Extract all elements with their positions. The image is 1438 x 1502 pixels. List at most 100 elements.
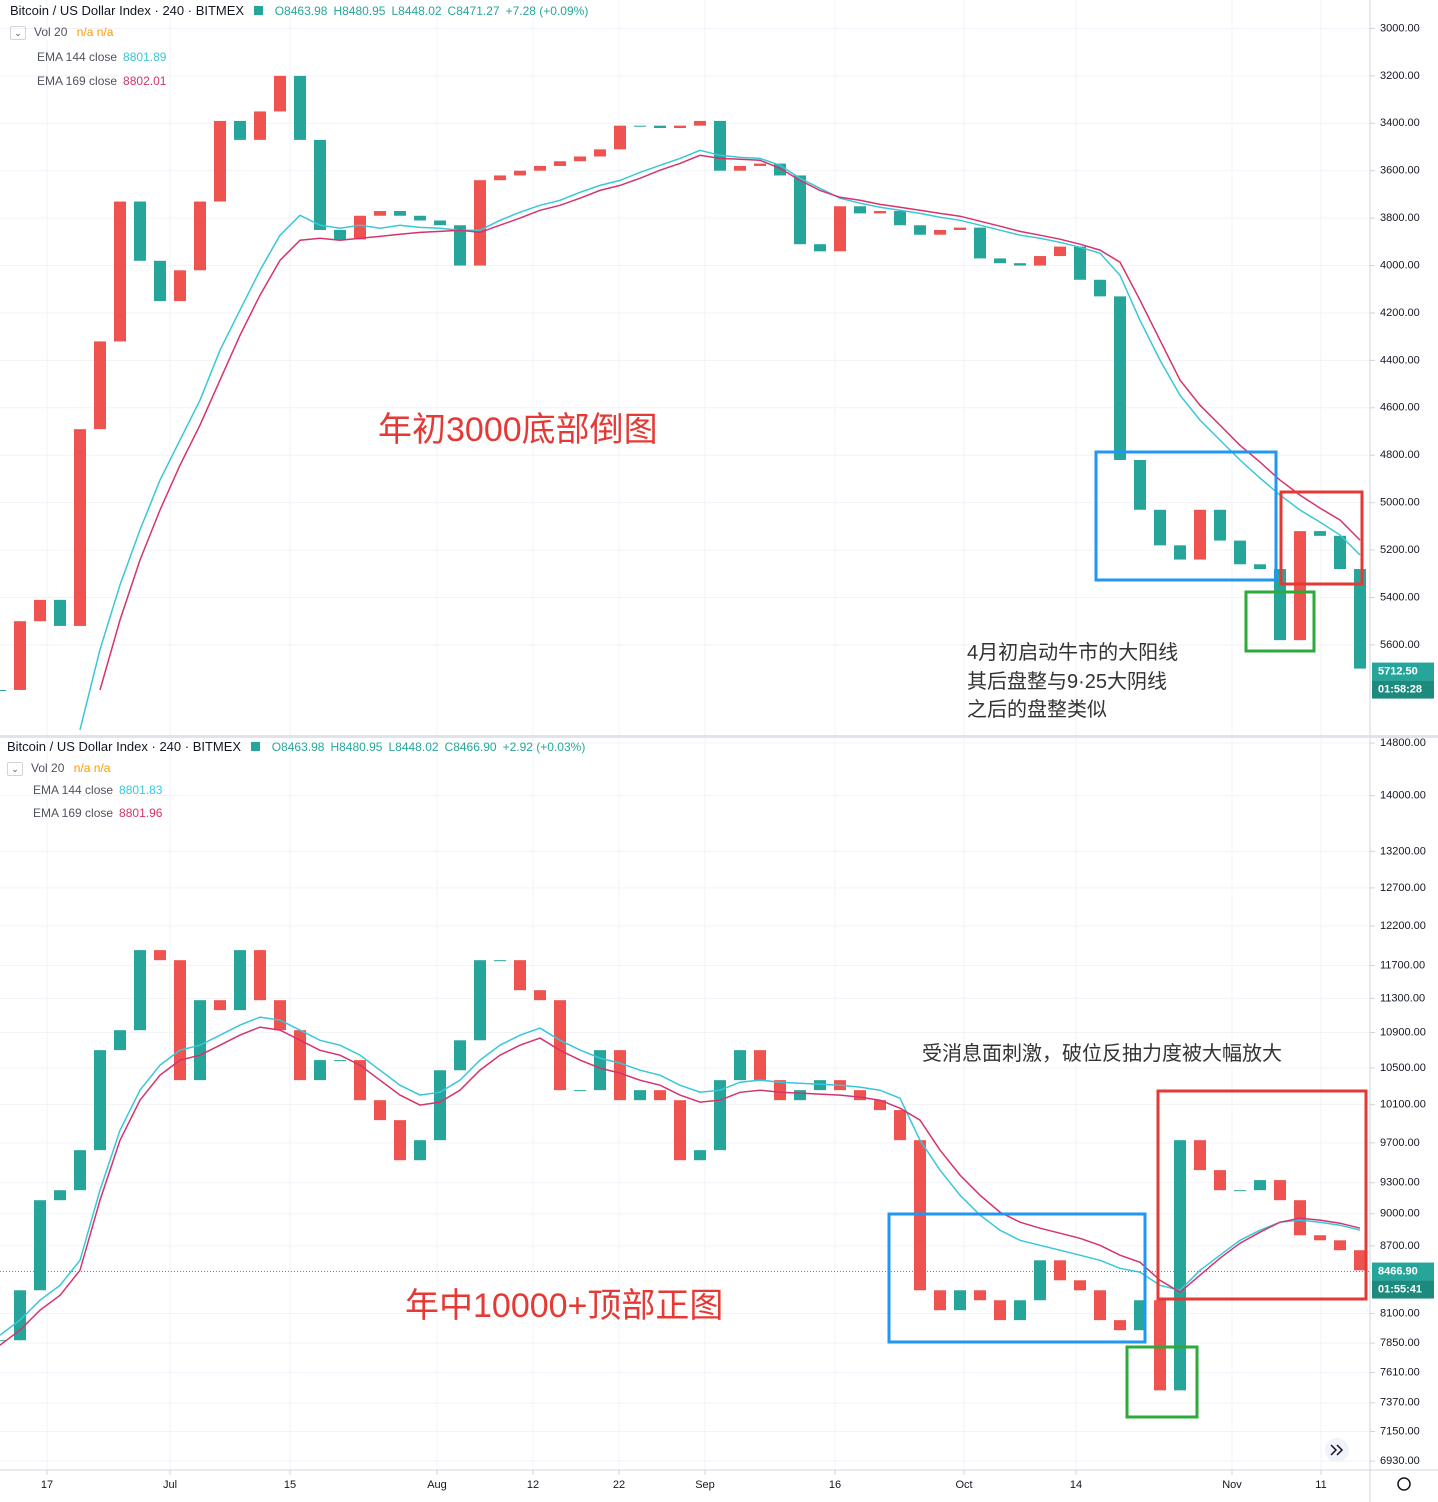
- annotation-note: 之后的盘整类似: [967, 699, 1107, 721]
- x-tick-label: 11: [1315, 1479, 1326, 1491]
- candle: [0, 689, 6, 691]
- status-icon: [254, 6, 264, 15]
- candle: [794, 1090, 806, 1101]
- countdown-tag: [1372, 680, 1434, 699]
- y-tick-label: 9300.00: [1380, 1177, 1420, 1189]
- ema-name: EMA 169 close: [33, 806, 114, 820]
- y-tick-label: 10500.00: [1380, 1062, 1426, 1074]
- candle: [54, 599, 66, 626]
- y-tick-label: 8100.00: [1380, 1307, 1420, 1319]
- candle: [994, 1300, 1006, 1321]
- y-tick-label: 6930.00: [1380, 1455, 1420, 1467]
- candle: [634, 125, 646, 127]
- candle: [1234, 1190, 1246, 1192]
- candle: [1054, 246, 1066, 257]
- ema-name: EMA 169 close: [37, 74, 118, 88]
- blue-box: [887, 1212, 1147, 1344]
- y-tick-label: 4000.00: [1380, 259, 1420, 271]
- candle: [554, 161, 566, 166]
- candle: [1094, 279, 1106, 297]
- candle: [214, 1000, 226, 1011]
- candle: [94, 1050, 106, 1151]
- annotation-note: 其后盘整与9·25大阴线: [967, 671, 1168, 693]
- price-tag: [1372, 662, 1434, 681]
- candle: [834, 206, 846, 252]
- y-tick-label: 7150.00: [1380, 1425, 1420, 1437]
- y-tick-label: 5000.00: [1380, 497, 1420, 509]
- ohlc-close: C8466.90: [444, 740, 497, 754]
- y-tick-label: 3200.00: [1380, 70, 1420, 82]
- candle: [1114, 296, 1126, 460]
- candle: [1334, 535, 1346, 570]
- x-tick-label: Sep: [695, 1479, 715, 1491]
- ema-legend: EMA 144 close 8801.83: [33, 783, 162, 797]
- ohlc-close: C8471.27: [447, 4, 500, 18]
- ohlc-low: L8448.02: [391, 4, 442, 18]
- candle: [1034, 1260, 1046, 1301]
- candle: [974, 1290, 986, 1301]
- annotation-title: 年初3000底部倒图: [378, 411, 658, 449]
- y-tick-label: 12200.00: [1380, 920, 1426, 932]
- candle: [434, 220, 446, 226]
- y-tick-label: 12700.00: [1380, 882, 1426, 894]
- candle: [354, 215, 366, 240]
- countdown-label: 01:55:41: [1378, 1283, 1422, 1295]
- candle: [1034, 256, 1046, 266]
- candle: [414, 1140, 426, 1161]
- candle: [1214, 1170, 1226, 1191]
- candle: [754, 163, 766, 166]
- x-tick-label: Oct: [955, 1479, 972, 1491]
- candle: [234, 120, 246, 140]
- candle: [514, 960, 526, 991]
- red-box: [1279, 490, 1364, 586]
- candle: [654, 1090, 666, 1101]
- y-tick-label: 9700.00: [1380, 1137, 1420, 1149]
- candle: [634, 1090, 646, 1101]
- candle: [494, 175, 506, 181]
- y-tick-label: 4600.00: [1380, 402, 1420, 414]
- candle: [574, 156, 586, 162]
- candle: [134, 201, 146, 261]
- candle: [14, 621, 26, 690]
- volume-values: n/a n/a: [73, 761, 111, 775]
- candle: [854, 1090, 866, 1101]
- candle: [934, 1290, 946, 1311]
- symbol-title: Bitcoin / US Dollar Index · 240 · BITMEX: [7, 739, 242, 754]
- candle: [734, 165, 746, 171]
- legend-header: Bitcoin / US Dollar Index · 240 · BITMEX…: [7, 739, 591, 754]
- candle: [74, 429, 86, 626]
- y-tick-label: 13200.00: [1380, 845, 1426, 857]
- candle: [274, 1000, 286, 1031]
- volume-legend: ⌄ Vol 20 n/a n/a: [7, 761, 110, 776]
- y-tick-label: 7370.00: [1380, 1397, 1420, 1409]
- volume-legend: ⌄ Vol 20 n/a n/a: [10, 25, 113, 40]
- candle: [1274, 1180, 1286, 1201]
- ohlc-high: H8480.95: [330, 740, 383, 754]
- candle: [994, 258, 1006, 264]
- collapse-button[interactable]: ⌄: [7, 762, 23, 776]
- candle: [174, 960, 186, 1081]
- candle: [254, 111, 266, 140]
- candle: [294, 1030, 306, 1081]
- candle: [154, 260, 166, 302]
- candle: [114, 201, 126, 342]
- ema-value: 8801.83: [119, 783, 163, 797]
- candle: [474, 180, 486, 266]
- ohlc-high: H8480.95: [333, 4, 386, 18]
- collapse-button[interactable]: ⌄: [10, 26, 26, 40]
- x-tick-label: 12: [527, 1479, 539, 1491]
- y-tick-label: 11700.00: [1380, 959, 1425, 971]
- ohlc-open: O8463.98: [271, 740, 325, 754]
- settings-button[interactable]: [1397, 1477, 1411, 1491]
- symbol-title: Bitcoin / US Dollar Index · 240 · BITMEX: [10, 3, 245, 18]
- candle: [34, 1200, 46, 1291]
- candle: [694, 120, 706, 126]
- x-tick-label: 16: [829, 1479, 841, 1491]
- candle: [1174, 1140, 1186, 1391]
- candle: [1014, 263, 1026, 266]
- ema-line: [0, 1026, 1361, 1346]
- candle: [874, 1100, 886, 1111]
- candle: [694, 1150, 706, 1161]
- candle: [814, 1080, 826, 1091]
